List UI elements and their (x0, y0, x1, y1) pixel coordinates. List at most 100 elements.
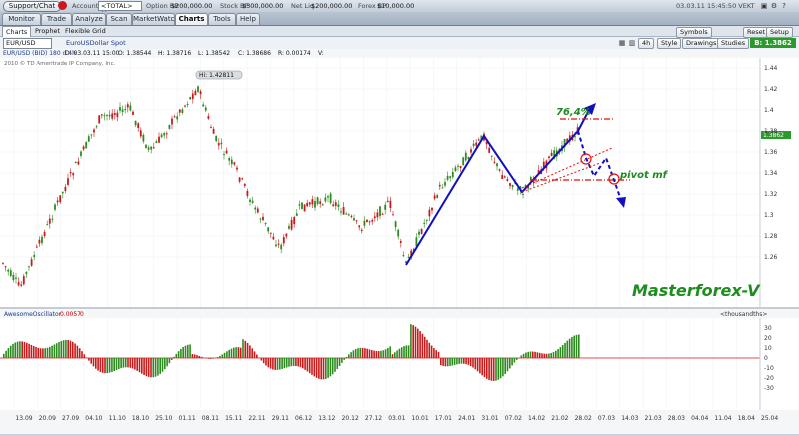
candle-body (171, 119, 173, 125)
oscillator-bar (447, 358, 449, 366)
candle-body (36, 247, 38, 248)
oscillator-bar (192, 354, 194, 358)
clock: 03.03.11 15:45:50 VEKT (676, 2, 755, 10)
subtab-prophet[interactable]: Prophet (32, 26, 63, 36)
tab-analyze[interactable]: Analyze (72, 13, 106, 25)
time-tick-label: 21.03 (645, 415, 662, 422)
oscillator-tick-label: 0 (764, 355, 768, 362)
oscillator-bar (222, 354, 224, 358)
oscillator-bar (61, 341, 63, 358)
oscillator-bar (511, 358, 513, 365)
oscillator-bar (514, 358, 516, 363)
candle-body (312, 199, 314, 204)
studies-button[interactable]: Studies (717, 38, 749, 49)
tab-trade[interactable]: Trade (41, 13, 72, 25)
candle-body (52, 219, 54, 220)
candle-body (117, 113, 119, 117)
drawings-button[interactable]: Drawings (682, 38, 720, 49)
candle-body (387, 201, 389, 202)
oscillator-bar (431, 346, 433, 358)
symbol-input[interactable]: EUR/USD (3, 38, 52, 49)
candle-body (195, 91, 197, 95)
oscillator-bar (132, 358, 134, 369)
oscillator-bar (525, 353, 527, 358)
oscillator-bar (272, 358, 274, 370)
candle-body (353, 218, 355, 220)
candle-body (184, 106, 186, 107)
layout-icon[interactable]: ▥ (628, 39, 636, 47)
candle-body (93, 130, 95, 133)
candle-body (403, 255, 405, 256)
candle-body (280, 245, 282, 250)
candle-body (88, 136, 90, 141)
oscillator-bar (81, 351, 83, 358)
tab-monitor[interactable]: Monitor (2, 13, 41, 25)
candle-body (210, 127, 212, 128)
candle-body (322, 204, 324, 205)
oscillator-bar (33, 346, 35, 358)
oscillator-bar (316, 358, 318, 378)
settings-icon[interactable]: ⚙ (770, 2, 778, 10)
candle-body (494, 162, 496, 163)
candle-body (241, 178, 243, 179)
symbols-button[interactable]: Symbols (676, 27, 712, 38)
candle-body (369, 221, 371, 222)
oscillator-bar (573, 336, 575, 358)
candle-body (327, 196, 329, 197)
style-button[interactable]: Style (657, 38, 681, 49)
oscillator-bar (424, 337, 426, 358)
candle-body (418, 232, 420, 235)
candle-body (57, 201, 59, 203)
candle-body (384, 205, 386, 210)
help-icon[interactable]: ? (780, 2, 788, 10)
candle-body (348, 214, 350, 215)
oscillator-bar (532, 352, 534, 358)
candle-body (314, 201, 316, 207)
time-tick-label: 14.02 (528, 415, 545, 422)
candle-body (507, 179, 509, 181)
tab-charts[interactable]: Charts (175, 13, 208, 25)
time-tick-label: 27.09 (62, 415, 79, 422)
lock-icon[interactable]: ▣ (760, 2, 768, 10)
candle-body (202, 104, 204, 106)
support-chat-button[interactable]: Support/Chat (3, 1, 61, 12)
oscillator-bar (438, 352, 440, 358)
oscillator-bar (394, 352, 396, 358)
oscillator-bar (314, 358, 316, 376)
alert-icon[interactable] (58, 1, 67, 10)
tab-scan[interactable]: Scan (106, 13, 132, 25)
grid-icon[interactable]: ▦ (618, 39, 626, 47)
setup-button[interactable]: Setup (766, 27, 793, 38)
oscillator-bar (136, 358, 138, 371)
time-tick-label: 07.02 (505, 415, 522, 422)
candle-body (135, 121, 137, 125)
candle-body (499, 169, 501, 170)
oscillator-bar (488, 358, 490, 380)
brand-watermark: Masterforex-V (632, 281, 761, 300)
copyright-text: 2010 © TD Ameritrade IP Company, Inc. (4, 60, 116, 67)
oscillator-bar (539, 353, 541, 358)
chart-area[interactable]: 2010 © TD Ameritrade IP Company, Inc. Aw… (0, 58, 799, 434)
oscillator-bar (571, 337, 573, 358)
oscillator-bar (79, 348, 81, 358)
candle-body (548, 156, 550, 158)
subtab-charts[interactable]: Charts (2, 26, 31, 37)
candle-body (2, 263, 4, 264)
oscillator-bar (495, 358, 497, 381)
time-tick-label: 18.10 (132, 415, 149, 422)
candle-body (156, 141, 158, 143)
tab-marketwatch[interactable]: MarketWatch (132, 13, 175, 25)
tab-help[interactable]: Help (236, 13, 260, 25)
timeframe-button[interactable]: 4h (638, 38, 654, 49)
candle-body (257, 209, 259, 213)
tab-tools[interactable]: Tools (208, 13, 236, 25)
oscillator-bar (307, 358, 309, 371)
candle-body (509, 183, 511, 186)
price-chart-svg[interactable]: 2010 © TD Ameritrade IP Company, Inc. Aw… (0, 58, 799, 434)
account-select[interactable]: <TOTAL> (A... (98, 1, 142, 11)
candle-body (20, 284, 22, 285)
subtab-flexible-grid[interactable]: Flexible Grid (62, 26, 109, 36)
candle-body (140, 130, 142, 136)
oscillator-bar (19, 341, 21, 358)
oscillator-bar (311, 358, 313, 375)
